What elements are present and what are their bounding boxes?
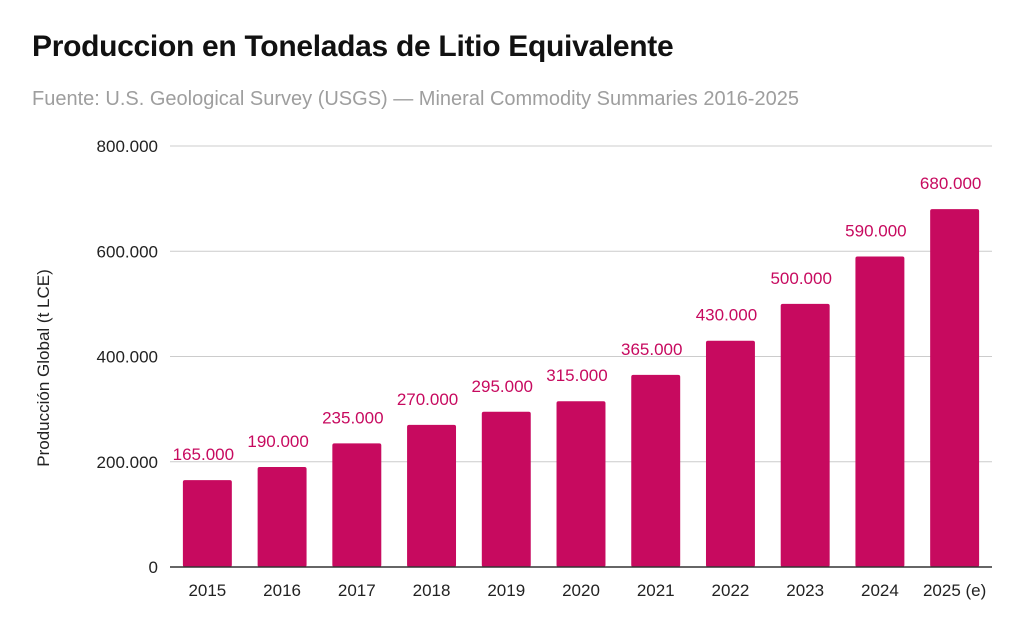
data-label: 680.000	[920, 174, 981, 193]
x-tick-label: 2020	[562, 581, 600, 600]
x-tick-label: 2025 (e)	[923, 581, 986, 600]
x-tick-label: 2023	[786, 581, 824, 600]
data-label: 165.000	[173, 445, 234, 464]
bar	[332, 443, 382, 567]
x-tick-label: 2021	[637, 581, 675, 600]
y-tick-label: 0	[149, 558, 158, 577]
y-tick-label: 600.000	[97, 242, 158, 261]
y-tick-label: 800.000	[97, 137, 158, 156]
y-axis-label: Producción Global (t LCE)	[34, 269, 53, 466]
bar	[182, 480, 232, 567]
x-tick-label: 2015	[188, 581, 226, 600]
x-tick-label: 2019	[487, 581, 525, 600]
bar	[407, 424, 457, 567]
data-label: 295.000	[472, 377, 533, 396]
bar	[556, 401, 606, 567]
x-tick-label: 2018	[413, 581, 451, 600]
data-label: 315.000	[546, 366, 607, 385]
bar	[257, 467, 307, 567]
bars	[182, 209, 980, 567]
data-label: 235.000	[322, 408, 383, 427]
bar	[855, 256, 905, 567]
x-tick-label: 2016	[263, 581, 301, 600]
y-tick-label: 200.000	[97, 453, 158, 472]
data-label: 500.000	[770, 269, 831, 288]
bar	[705, 340, 755, 567]
bar	[631, 374, 681, 567]
x-tick-label: 2024	[861, 581, 899, 600]
data-labels: 165.000 190.000 235.000 270.000 295.000 315.0…	[173, 174, 982, 464]
bar	[930, 209, 980, 567]
data-label: 190.000	[247, 432, 308, 451]
chart-subtitle: Fuente: U.S. Geological Survey (USGS) — …	[32, 88, 799, 110]
data-label: 590.000	[845, 222, 906, 241]
chart-title: Produccion en Toneladas de Litio Equival…	[32, 30, 674, 63]
x-axis-ticks: 2015 2016 2017 2018 2019 2020 2021 2022 2023 2024…	[188, 581, 986, 600]
data-label: 430.000	[696, 306, 757, 325]
x-tick-label: 2017	[338, 581, 376, 600]
data-label: 270.000	[397, 390, 458, 409]
y-tick-label: 400.000	[97, 348, 158, 367]
bar	[780, 303, 830, 567]
bar	[481, 411, 531, 567]
x-tick-label: 2022	[712, 581, 750, 600]
data-label: 365.000	[621, 340, 682, 359]
y-axis-ticks: 0 200.000 400.000 600.000 800.000	[97, 137, 158, 577]
